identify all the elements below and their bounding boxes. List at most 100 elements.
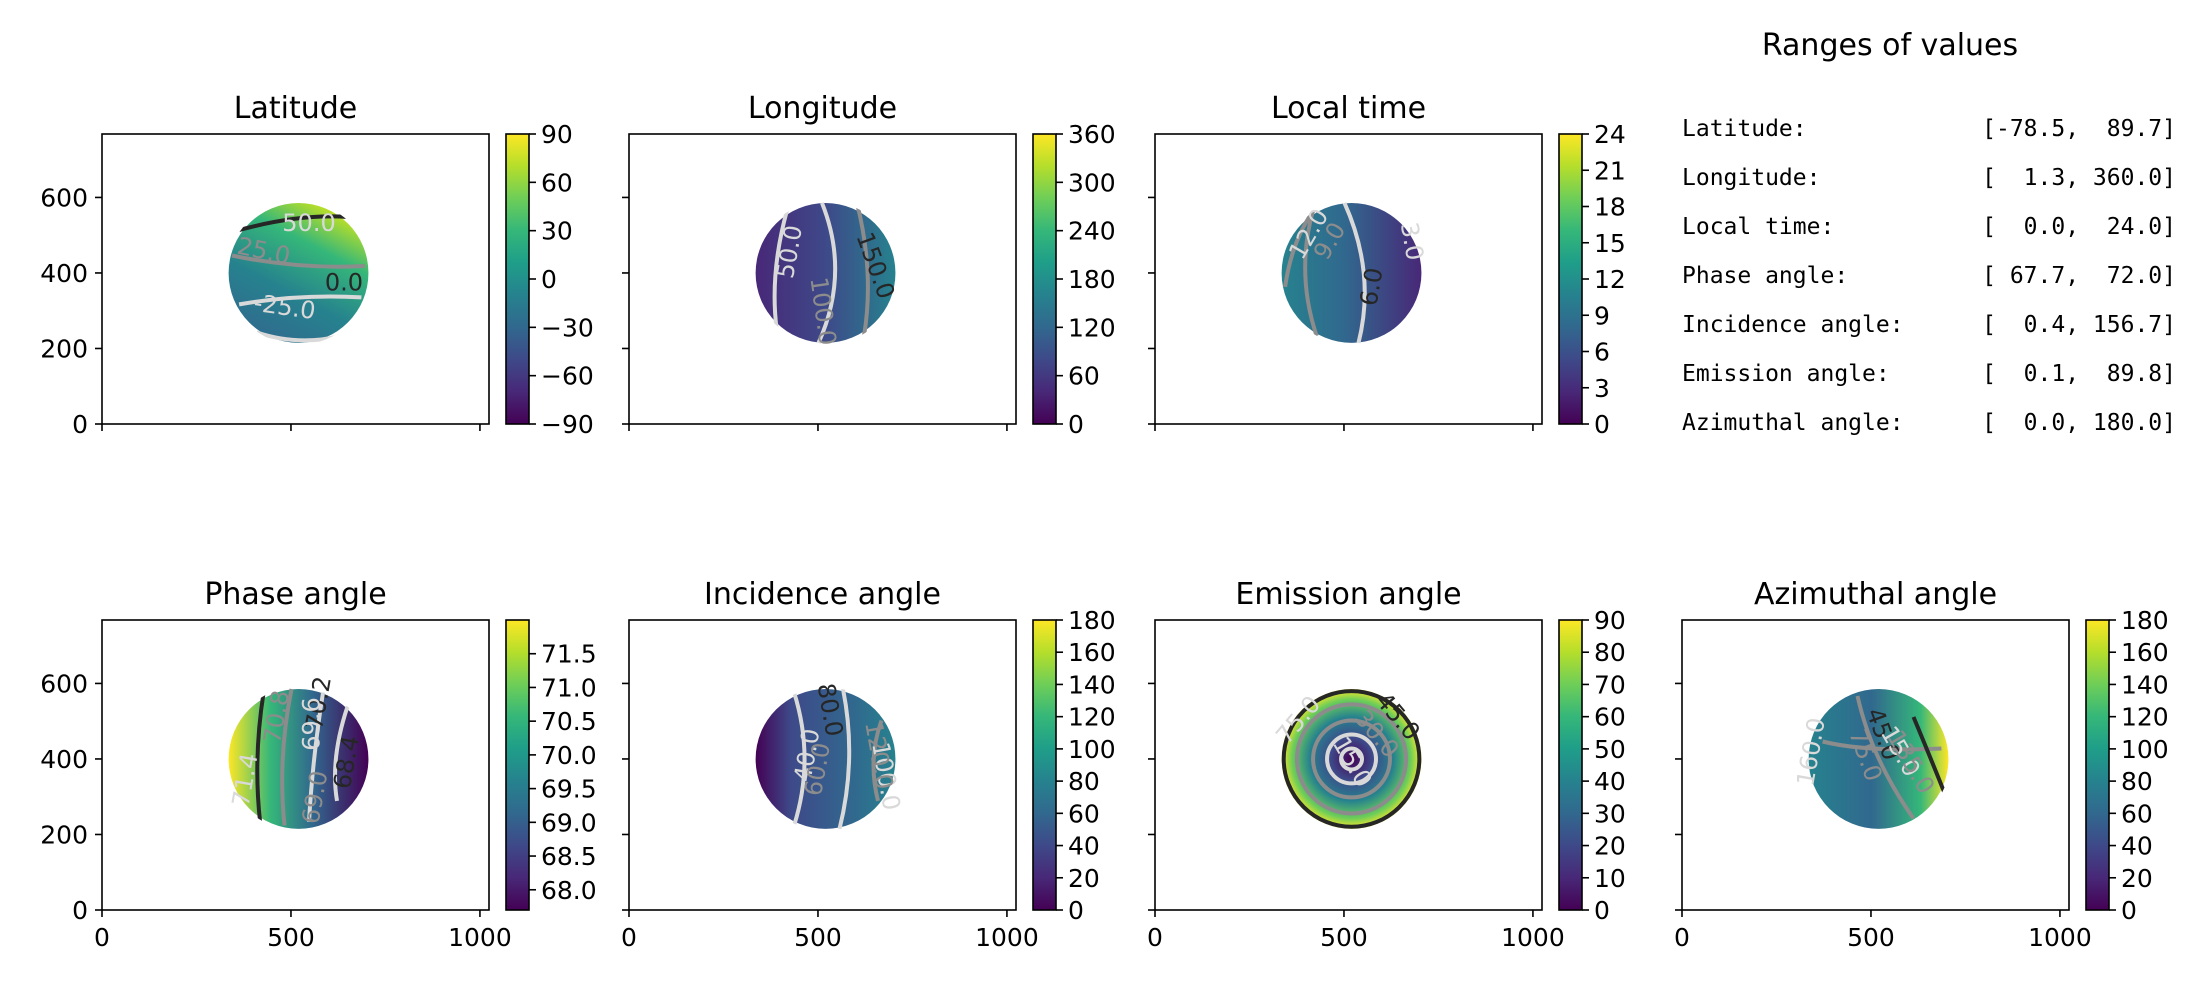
axes-frame xyxy=(1681,619,2070,911)
contour-label: 6.0 xyxy=(1354,266,1388,308)
colorbar-tick-label: 3 xyxy=(1594,374,1610,403)
x-tick-label: 1000 xyxy=(448,923,512,952)
colorbar-tick-label: 360 xyxy=(1068,120,1116,149)
image-area xyxy=(1808,689,1949,829)
contour-line xyxy=(871,719,884,802)
image-area xyxy=(1281,202,1422,344)
chart-title: Latitude xyxy=(234,91,357,126)
range-value: [ 67.7, 72.0] xyxy=(1982,263,2176,289)
planet-disk xyxy=(228,689,369,829)
colorbar-tick-label: 0 xyxy=(541,265,557,294)
colorbar-tick-label: 40 xyxy=(1594,767,1626,796)
contour-line xyxy=(235,214,348,233)
colorbar-tick-label: 69.0 xyxy=(541,808,597,837)
x-tick-label: 0 xyxy=(1674,923,1690,952)
panel-longitude: Longitude50.0100.0150.036030024018012060… xyxy=(622,91,1116,439)
contour-line xyxy=(1283,205,1319,288)
colorbar-tick-label: 68.5 xyxy=(541,842,597,871)
contour-line xyxy=(855,202,870,337)
colorbar-tick-label: 20 xyxy=(2121,864,2153,893)
y-tick-label: 400 xyxy=(40,259,88,288)
axes-frame xyxy=(1154,619,1543,911)
colorbar xyxy=(1559,134,1582,424)
contour-line xyxy=(238,294,362,307)
contour-line xyxy=(1339,746,1365,772)
colorbar-tick-label: 9 xyxy=(1594,301,1610,330)
colorbar-tick-label: 160 xyxy=(2121,638,2169,667)
colorbar-frame xyxy=(1558,619,1583,911)
chart-title: Longitude xyxy=(748,91,897,126)
contour-line xyxy=(333,705,350,802)
colorbar-tick-label: 15 xyxy=(1594,229,1626,258)
contour-lines xyxy=(772,202,870,344)
colorbar-tick-label: 80 xyxy=(2121,767,2153,796)
range-value: [ 1.3, 360.0] xyxy=(1982,165,2176,191)
colorbar-tick-label: 12 xyxy=(1594,265,1626,294)
range-value: [ 0.0, 24.0] xyxy=(1982,214,2176,240)
range-label: Latitude: xyxy=(1682,116,1807,142)
axes-frame xyxy=(101,619,490,911)
image-area xyxy=(228,688,369,829)
colorbar-tick-label: 50 xyxy=(1594,735,1626,764)
contour-line xyxy=(1325,732,1378,786)
axes-frame xyxy=(101,133,490,425)
chart-title: Phase angle xyxy=(204,577,386,612)
colorbar-tick-label: 100 xyxy=(2121,735,2169,764)
colorbar xyxy=(2086,620,2109,910)
y-tick-label: 200 xyxy=(40,820,88,849)
range-value: [-78.5, 89.7] xyxy=(1982,116,2176,142)
planet-disk xyxy=(228,203,369,343)
colorbar-tick-label: −60 xyxy=(541,362,594,391)
x-tick-label: 500 xyxy=(794,923,842,952)
colorbar-tick-label: 68.0 xyxy=(541,876,597,905)
colorbar-tick-label: 6 xyxy=(1594,338,1610,367)
colorbar-tick-label: 120 xyxy=(2121,703,2169,732)
contour-line xyxy=(816,202,838,344)
colorbar-tick-label: 71.5 xyxy=(541,640,597,669)
colorbar-tick-label: 0 xyxy=(1594,410,1610,439)
colorbar-tick-label: 180 xyxy=(2121,606,2169,635)
colorbar-tick-label: 100 xyxy=(1068,735,1116,764)
colorbar xyxy=(506,134,529,424)
x-tick-label: 1000 xyxy=(1501,923,1565,952)
planet-disk xyxy=(1281,689,1422,829)
colorbar-tick-label: 60 xyxy=(1594,703,1626,732)
colorbar-frame xyxy=(2085,619,2110,911)
chart-title: Incidence angle xyxy=(704,577,941,612)
contour-line xyxy=(837,688,852,830)
colorbar-tick-label: 80 xyxy=(1068,767,1100,796)
contour-line xyxy=(1342,202,1367,344)
contour-line xyxy=(1911,716,1947,795)
image-area xyxy=(755,202,896,344)
range-label: Local time: xyxy=(1682,214,1834,240)
colorbar-tick-label: 140 xyxy=(1068,670,1116,699)
x-tick-label: 500 xyxy=(1320,923,1368,952)
colorbar-tick-label: 0 xyxy=(1068,896,1084,925)
contour-line xyxy=(1855,695,1916,820)
colorbar-tick-label: 60 xyxy=(1068,362,1100,391)
colorbar-tick-label: 90 xyxy=(1594,606,1626,635)
colorbar-tick-label: 80 xyxy=(1594,638,1626,667)
colorbar-tick-label: 40 xyxy=(1068,832,1100,861)
ranges-title: Ranges of values xyxy=(1762,28,2018,63)
planet-disk xyxy=(755,203,896,343)
colorbar-tick-label: 10 xyxy=(1594,864,1626,893)
ranges-panel: Ranges of values Latitude: [-78.5, 89.7] L… xyxy=(1682,28,2176,436)
contour-label: 50.0 xyxy=(282,209,335,237)
planet-disk xyxy=(1281,203,1422,343)
contour-lines xyxy=(1281,689,1422,829)
colorbar-tick-label: 30 xyxy=(1594,799,1626,828)
contour-line xyxy=(280,688,294,826)
colorbar-tick-label: 21 xyxy=(1594,156,1626,185)
contour-line xyxy=(307,692,325,823)
colorbar-tick-label: 60 xyxy=(541,168,573,197)
contour-label: 69.6 xyxy=(298,697,326,750)
colorbar xyxy=(506,620,529,910)
x-tick-label: 0 xyxy=(621,923,637,952)
contour-line xyxy=(255,692,266,823)
colorbar-tick-label: 0 xyxy=(1594,896,1610,925)
contour-lines xyxy=(792,688,884,830)
range-value: [ 0.4, 156.7] xyxy=(1982,312,2176,338)
